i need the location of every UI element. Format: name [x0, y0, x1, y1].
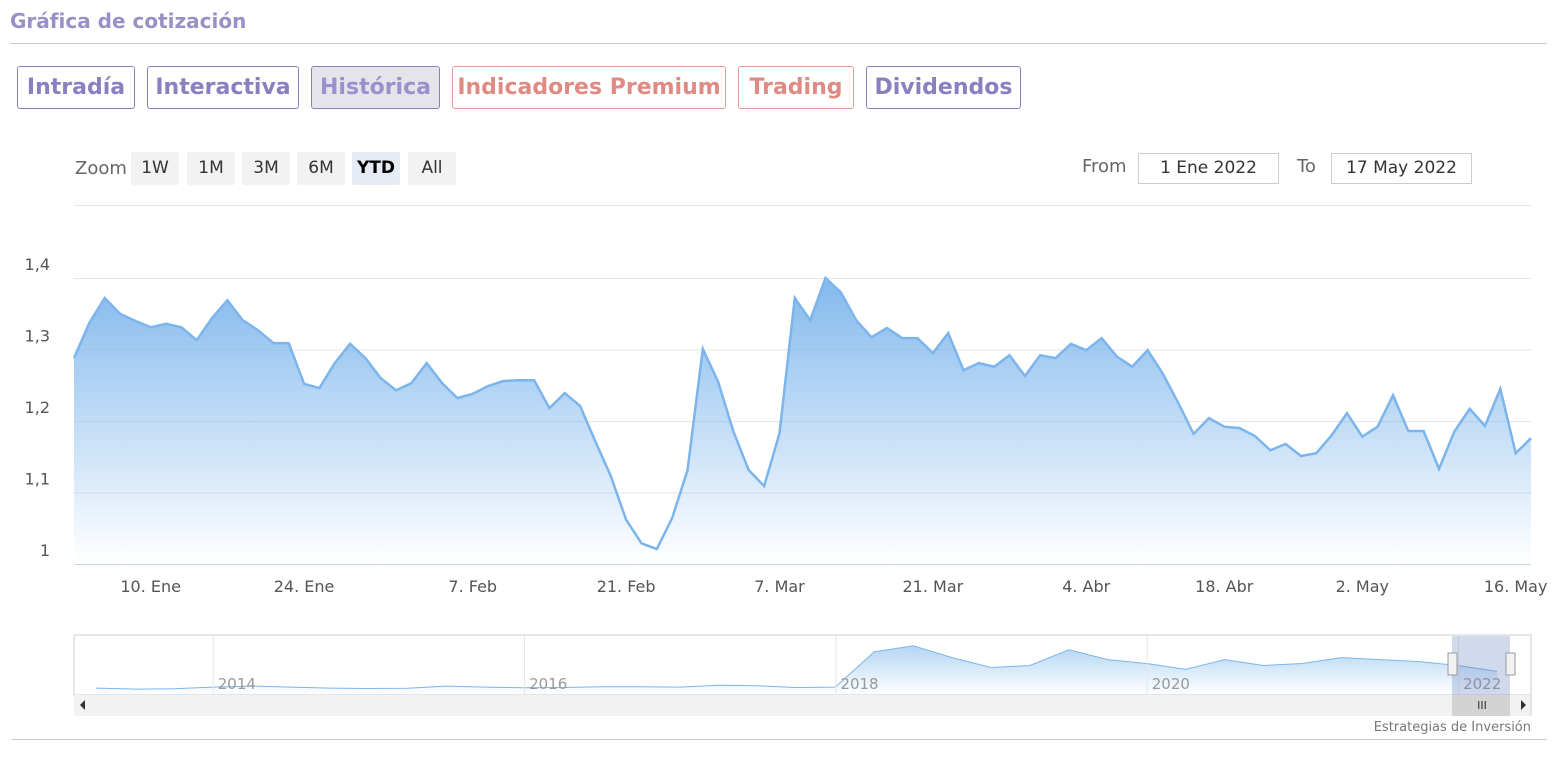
navigator-handle[interactable]: [1447, 652, 1458, 676]
zoom-button[interactable]: 3M: [242, 152, 290, 185]
tab[interactable]: Interactiva: [147, 66, 299, 109]
scrollbar-thumb[interactable]: [1452, 695, 1510, 716]
area-fill: [74, 278, 1531, 564]
zoom-button[interactable]: All: [408, 152, 456, 185]
from-input[interactable]: 1 Ene 2022: [1138, 153, 1279, 184]
x-tick-label: 24. Ene: [274, 577, 335, 596]
to-label: To: [1297, 156, 1316, 177]
tab[interactable]: Indicadores Premium: [452, 66, 726, 109]
zoom-button[interactable]: 1W: [131, 152, 179, 185]
navigator-handle[interactable]: [1505, 652, 1516, 676]
tab[interactable]: Dividendos: [866, 66, 1021, 109]
x-tick-label: 16. May: [1484, 577, 1548, 596]
to-input[interactable]: 17 May 2022: [1331, 153, 1472, 184]
x-tick-label: 21. Feb: [597, 577, 656, 596]
x-tick-label: 21. Mar: [903, 577, 964, 596]
x-tick-label: 2. May: [1336, 577, 1389, 596]
tab[interactable]: Histórica: [311, 66, 440, 109]
x-tick-label: 7. Feb: [448, 577, 497, 596]
y-tick-label: 1,4: [25, 255, 50, 274]
tab[interactable]: Intradía: [17, 66, 135, 109]
navigator-label: 2022: [1463, 675, 1501, 693]
tab[interactable]: Trading: [738, 66, 854, 109]
x-tick-label: 10. Ene: [120, 577, 181, 596]
x-tick-label: 18. Abr: [1195, 577, 1254, 596]
page-title: Gráfica de cotización: [10, 9, 247, 33]
zoom-button[interactable]: YTD: [352, 152, 400, 185]
navigator-label: 2020: [1152, 675, 1190, 693]
y-tick-label: 1: [40, 541, 50, 560]
scrollbar-grip: III: [1477, 699, 1487, 712]
zoom-label: Zoom: [75, 158, 127, 179]
navigator-label: 2018: [840, 675, 878, 693]
y-tick-label: 1,2: [25, 398, 50, 417]
from-label: From: [1082, 156, 1127, 177]
navigator-label: 2014: [218, 675, 256, 693]
credit[interactable]: Estrategias de Inversión: [1374, 720, 1531, 735]
area-line: [95, 645, 1498, 690]
navigator-selection[interactable]: [1452, 636, 1510, 695]
zoom-button[interactable]: 1M: [187, 152, 235, 185]
scroll-right[interactable]: [1521, 700, 1526, 710]
x-tick-label: 4. Abr: [1062, 577, 1110, 596]
area-line: [72, 275, 1532, 551]
y-tick-label: 1,1: [25, 470, 50, 489]
y-tick-label: 1,3: [25, 327, 50, 346]
scrollbar-track[interactable]: [74, 695, 1531, 716]
x-tick-label: 7. Mar: [754, 577, 805, 596]
zoom-button[interactable]: 6M: [297, 152, 345, 185]
navigator-label: 2016: [529, 675, 567, 693]
scroll-left[interactable]: [80, 700, 85, 710]
